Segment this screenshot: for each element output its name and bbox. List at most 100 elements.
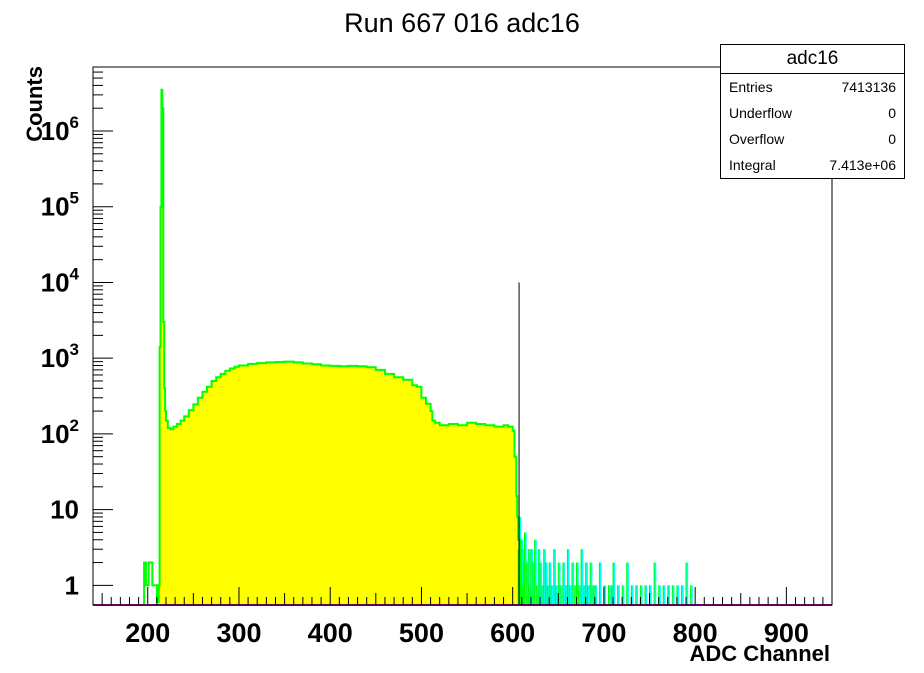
tail-bar — [567, 549, 570, 605]
stats-label: Underflow — [729, 105, 793, 121]
stats-row-integral: Integral 7.413e+06 — [721, 152, 904, 178]
y-tick-base: 10 — [41, 192, 70, 222]
tail-bar — [565, 585, 568, 605]
x-tick-label: 800 — [673, 618, 718, 648]
tail-bar — [547, 585, 550, 605]
y-tick-label: 103 — [41, 340, 79, 373]
tail-bar — [645, 585, 648, 605]
stats-row-underflow: Underflow 0 — [721, 100, 904, 126]
tail-bar — [599, 562, 602, 605]
y-tick-base: 10 — [41, 419, 70, 449]
stats-box: adc16 Entries 7413136 Underflow 0 Overfl… — [720, 44, 905, 179]
x-tick-label: 200 — [125, 618, 170, 648]
tail-bar — [635, 585, 638, 605]
tail-bar — [594, 585, 597, 605]
y-tick-label: 102 — [41, 416, 79, 449]
stats-row-entries: Entries 7413136 — [721, 74, 904, 100]
stats-value: 0 — [888, 105, 896, 121]
y-tick-base: 10 — [50, 495, 79, 525]
stats-label: Entries — [729, 79, 773, 95]
y-tick-base: 1 — [65, 570, 79, 600]
tail-bar — [551, 585, 554, 605]
tail-bar — [555, 585, 558, 605]
tail-bar — [613, 562, 616, 605]
y-tick-label: 10 — [50, 495, 79, 525]
tail-bar — [583, 585, 586, 605]
tail-bar — [521, 549, 524, 605]
stats-label: Integral — [729, 157, 776, 173]
plot-frame-rect — [92, 66, 833, 606]
tail-bar — [593, 585, 596, 605]
y-tick-base: 10 — [41, 116, 70, 146]
stats-box-title: adc16 — [721, 45, 904, 74]
y-tick-exponent: 6 — [70, 113, 79, 132]
tail-bar — [532, 562, 535, 605]
y-tick-exponent: 3 — [70, 340, 79, 359]
x-tick-label: 300 — [216, 618, 261, 648]
tail-bar — [541, 585, 545, 605]
tail-bar — [581, 549, 584, 605]
y-tick-exponent: 4 — [70, 264, 80, 283]
tail-bar — [530, 549, 534, 605]
tail-bar — [672, 585, 675, 605]
tail-bar — [549, 562, 552, 605]
stats-value: 7413136 — [841, 79, 896, 95]
chart-title: Run 667 016 adc16 — [344, 8, 580, 38]
tail-bar — [626, 562, 629, 605]
tail-bar — [558, 562, 561, 605]
tail-bar — [536, 585, 539, 605]
x-tick-label: 500 — [399, 618, 444, 648]
x-tick-label: 400 — [308, 618, 353, 648]
tail-bar — [654, 562, 657, 605]
y-tick-label: 104 — [41, 264, 80, 297]
tail-bar — [543, 549, 546, 605]
y-axis-label: Counts — [22, 66, 47, 142]
tail-bar — [576, 562, 579, 605]
tail-bar — [569, 585, 572, 605]
tail-bar — [585, 562, 588, 605]
y-tick-base: 10 — [41, 343, 70, 373]
stats-label: Overflow — [729, 131, 785, 147]
tail-bar — [545, 562, 548, 605]
tail-bar — [681, 585, 684, 605]
tail-bar — [572, 562, 575, 605]
y-tick-label: 106 — [41, 113, 79, 146]
x-tick-label: 600 — [490, 618, 535, 648]
main-outline-line — [143, 88, 521, 605]
tail-bar — [526, 562, 529, 605]
tail-bar — [617, 585, 620, 605]
tail-bar — [540, 562, 543, 605]
x-axis-ticks: 200 300 400 500 600 700 800 900 — [101, 587, 833, 648]
stats-value: 7.413e+06 — [829, 157, 896, 173]
stats-value: 0 — [888, 131, 896, 147]
tail-bar — [578, 585, 581, 605]
stats-row-overflow: Overflow 0 — [721, 126, 904, 152]
histogram-tail-fill — [517, 517, 693, 605]
tail-bar — [631, 585, 634, 605]
main-fill-area — [158, 89, 520, 606]
tail-bar — [603, 585, 607, 605]
histogram-fill — [158, 89, 520, 606]
tail-bar — [686, 562, 689, 605]
y-tick-exponent: 2 — [70, 416, 79, 435]
x-tick-label: 700 — [581, 618, 626, 648]
x-axis-label: ADC Channel — [689, 641, 830, 666]
tail-bar — [622, 585, 625, 605]
tail-bar — [608, 585, 611, 605]
y-tick-label: 105 — [41, 189, 79, 222]
tail-bar — [658, 585, 661, 605]
tail-bar — [524, 532, 527, 605]
y-tick-label: 1 — [65, 570, 79, 600]
tail-bar — [534, 539, 537, 605]
tail-bar — [649, 585, 652, 605]
tail-bar — [611, 585, 614, 605]
tail-bar — [574, 585, 577, 605]
tail-bar — [667, 585, 670, 605]
tail-bar — [640, 585, 643, 605]
tail-bar — [560, 585, 563, 605]
plot-frame — [92, 66, 833, 606]
x-tick-label: 900 — [764, 618, 809, 648]
tail-bar — [663, 585, 666, 605]
